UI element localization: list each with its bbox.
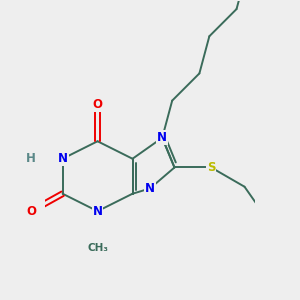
Text: N: N [58,152,68,165]
Text: N: N [157,131,167,144]
Text: O: O [92,98,103,111]
Text: N: N [92,205,103,218]
Text: O: O [26,205,36,218]
Text: N: N [145,182,155,195]
Text: S: S [207,161,215,174]
Text: CH₃: CH₃ [87,243,108,253]
Text: H: H [26,152,36,165]
